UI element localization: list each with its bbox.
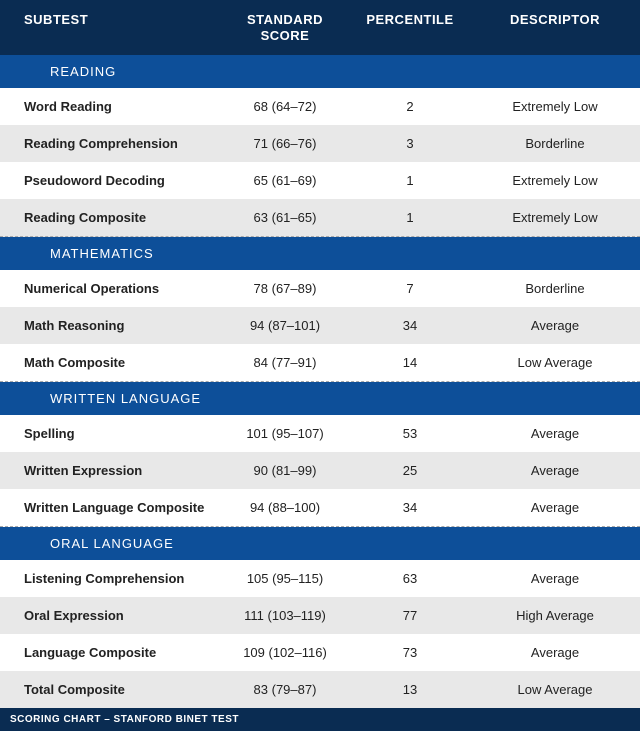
table-row: Word Reading68 (64–72)2Extremely Low bbox=[0, 88, 640, 125]
table-row: Spelling101 (95–107)53Average bbox=[0, 415, 640, 452]
cell-score: 101 (95–107) bbox=[220, 426, 350, 441]
cell-subtest: Math Reasoning bbox=[0, 318, 220, 333]
cell-score: 78 (67–89) bbox=[220, 281, 350, 296]
section-header: READING bbox=[0, 55, 640, 88]
cell-subtest: Word Reading bbox=[0, 99, 220, 114]
cell-percentile: 13 bbox=[350, 682, 470, 697]
header-score: STANDARD SCORE bbox=[220, 12, 350, 43]
cell-descriptor: High Average bbox=[470, 608, 640, 623]
cell-percentile: 53 bbox=[350, 426, 470, 441]
cell-subtest: Written Language Composite bbox=[0, 500, 220, 515]
table-row: Language Composite109 (102–116)73Average bbox=[0, 634, 640, 671]
score-table: SUBTEST STANDARD SCORE PERCENTILE DESCRI… bbox=[0, 0, 640, 731]
cell-percentile: 1 bbox=[350, 173, 470, 188]
cell-descriptor: Extremely Low bbox=[470, 99, 640, 114]
table-row: Numerical Operations78 (67–89)7Borderlin… bbox=[0, 270, 640, 307]
section-header: ORAL LANGUAGE bbox=[0, 527, 640, 560]
section-title: READING bbox=[0, 64, 116, 79]
cell-score: 90 (81–99) bbox=[220, 463, 350, 478]
cell-percentile: 1 bbox=[350, 210, 470, 225]
cell-score: 65 (61–69) bbox=[220, 173, 350, 188]
cell-descriptor: Average bbox=[470, 571, 640, 586]
cell-subtest: Spelling bbox=[0, 426, 220, 441]
cell-percentile: 34 bbox=[350, 500, 470, 515]
cell-percentile: 25 bbox=[350, 463, 470, 478]
section-header: MATHEMATICS bbox=[0, 237, 640, 270]
cell-descriptor: Average bbox=[470, 463, 640, 478]
table-row: Math Reasoning94 (87–101)34Average bbox=[0, 307, 640, 344]
cell-descriptor: Average bbox=[470, 426, 640, 441]
cell-subtest: Oral Expression bbox=[0, 608, 220, 623]
table-row: Oral Expression111 (103–119)77High Avera… bbox=[0, 597, 640, 634]
cell-percentile: 34 bbox=[350, 318, 470, 333]
cell-percentile: 3 bbox=[350, 136, 470, 151]
cell-descriptor: Borderline bbox=[470, 136, 640, 151]
table-row: Math Composite84 (77–91)14Low Average bbox=[0, 344, 640, 382]
cell-descriptor: Borderline bbox=[470, 281, 640, 296]
cell-subtest: Math Composite bbox=[0, 355, 220, 370]
table-row: Total Composite83 (79–87)13Low Average bbox=[0, 671, 640, 708]
table-row: Listening Comprehension105 (95–115)63Ave… bbox=[0, 560, 640, 597]
cell-percentile: 7 bbox=[350, 281, 470, 296]
cell-score: 83 (79–87) bbox=[220, 682, 350, 697]
table-header: SUBTEST STANDARD SCORE PERCENTILE DESCRI… bbox=[0, 0, 640, 55]
cell-subtest: Listening Comprehension bbox=[0, 571, 220, 586]
cell-percentile: 14 bbox=[350, 355, 470, 370]
cell-score: 68 (64–72) bbox=[220, 99, 350, 114]
cell-score: 63 (61–65) bbox=[220, 210, 350, 225]
cell-subtest: Total Composite bbox=[0, 682, 220, 697]
cell-descriptor: Low Average bbox=[470, 355, 640, 370]
cell-score: 94 (87–101) bbox=[220, 318, 350, 333]
section-title: WRITTEN LANGUAGE bbox=[0, 391, 201, 406]
cell-subtest: Language Composite bbox=[0, 645, 220, 660]
cell-percentile: 77 bbox=[350, 608, 470, 623]
section-title: ORAL LANGUAGE bbox=[0, 536, 174, 551]
cell-subtest: Numerical Operations bbox=[0, 281, 220, 296]
table-row: Written Expression90 (81–99)25Average bbox=[0, 452, 640, 489]
cell-score: 94 (88–100) bbox=[220, 500, 350, 515]
cell-score: 71 (66–76) bbox=[220, 136, 350, 151]
cell-score: 105 (95–115) bbox=[220, 571, 350, 586]
cell-percentile: 63 bbox=[350, 571, 470, 586]
cell-descriptor: Average bbox=[470, 500, 640, 515]
cell-descriptor: Average bbox=[470, 318, 640, 333]
cell-descriptor: Extremely Low bbox=[470, 173, 640, 188]
header-percentile: PERCENTILE bbox=[350, 12, 470, 43]
table-body: READINGWord Reading68 (64–72)2Extremely … bbox=[0, 55, 640, 708]
header-descriptor: DESCRIPTOR bbox=[470, 12, 640, 43]
table-row: Reading Comprehension71 (66–76)3Borderli… bbox=[0, 125, 640, 162]
cell-score: 109 (102–116) bbox=[220, 645, 350, 660]
cell-descriptor: Extremely Low bbox=[470, 210, 640, 225]
cell-descriptor: Average bbox=[470, 645, 640, 660]
table-row: Written Language Composite94 (88–100)34A… bbox=[0, 489, 640, 527]
cell-score: 84 (77–91) bbox=[220, 355, 350, 370]
table-row: Reading Composite63 (61–65)1Extremely Lo… bbox=[0, 199, 640, 237]
table-footer: SCORING CHART – STANFORD BINET TEST bbox=[0, 708, 640, 731]
section-header: WRITTEN LANGUAGE bbox=[0, 382, 640, 415]
cell-subtest: Reading Comprehension bbox=[0, 136, 220, 151]
cell-percentile: 2 bbox=[350, 99, 470, 114]
table-row: Pseudoword Decoding65 (61–69)1Extremely … bbox=[0, 162, 640, 199]
header-subtest: SUBTEST bbox=[0, 12, 220, 43]
cell-subtest: Reading Composite bbox=[0, 210, 220, 225]
cell-percentile: 73 bbox=[350, 645, 470, 660]
section-title: MATHEMATICS bbox=[0, 246, 154, 261]
cell-subtest: Written Expression bbox=[0, 463, 220, 478]
cell-subtest: Pseudoword Decoding bbox=[0, 173, 220, 188]
cell-descriptor: Low Average bbox=[470, 682, 640, 697]
cell-score: 111 (103–119) bbox=[220, 608, 350, 623]
